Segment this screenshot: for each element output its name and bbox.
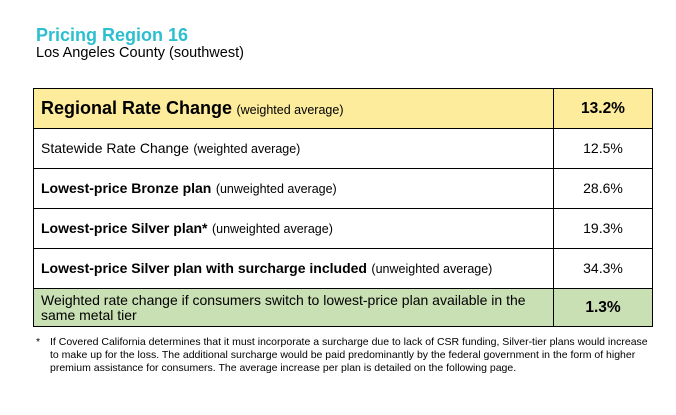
- table-row-statewide: Statewide Rate Change (weighted average)…: [33, 128, 653, 169]
- row-value: 1.3%: [585, 298, 621, 316]
- row-value-cell: 1.3%: [553, 288, 653, 327]
- table-row-silver-surcharge: Lowest-price Silver plan with surcharge …: [33, 248, 653, 289]
- row-value: 34.3%: [583, 259, 623, 276]
- row-value: 13.2%: [581, 99, 625, 117]
- row-note: (weighted average): [236, 103, 344, 117]
- row-label-cell: Weighted rate change if consumers switch…: [33, 288, 554, 327]
- row-label-cell: Lowest-price Silver plan with surcharge …: [33, 248, 554, 289]
- row-label: Lowest-price Silver plan*: [41, 219, 208, 236]
- table-row-regional: Regional Rate Change (weighted average) …: [33, 88, 653, 129]
- row-value: 12.5%: [583, 139, 623, 156]
- row-label: Lowest-price Bronze plan: [41, 179, 212, 196]
- row-value-cell: 13.2%: [553, 88, 653, 129]
- rate-table: Regional Rate Change (weighted average) …: [33, 88, 653, 327]
- row-label-cell: Regional Rate Change (weighted average): [33, 88, 554, 129]
- footnote-marker: *: [36, 336, 41, 348]
- row-value-cell: 19.3%: [553, 208, 653, 249]
- row-label-cell: Lowest-price Bronze plan (unweighted ave…: [33, 168, 554, 209]
- footnote: * If Covered California determines that …: [36, 336, 656, 375]
- table-row-switch: Weighted rate change if consumers switch…: [33, 288, 653, 327]
- row-label: Weighted rate change if consumers switch…: [41, 291, 526, 323]
- row-note: (weighted average): [193, 141, 301, 156]
- page-subtitle: Los Angeles County (southwest): [36, 45, 244, 61]
- row-label-cell: Lowest-price Silver plan* (unweighted av…: [33, 208, 554, 249]
- row-label: Lowest-price Silver plan with surcharge …: [41, 259, 367, 276]
- row-value: 19.3%: [583, 219, 623, 236]
- row-note: (unweighted average): [211, 221, 333, 236]
- row-label: Regional Rate Change: [41, 98, 233, 118]
- table-row-silver: Lowest-price Silver plan* (unweighted av…: [33, 208, 653, 249]
- row-value-cell: 34.3%: [553, 248, 653, 289]
- table-row-bronze: Lowest-price Bronze plan (unweighted ave…: [33, 168, 653, 209]
- row-value: 28.6%: [583, 179, 623, 196]
- row-label: Statewide Rate Change: [41, 139, 189, 156]
- row-value-cell: 12.5%: [553, 128, 653, 169]
- page-title: Pricing Region 16: [36, 25, 189, 45]
- row-value-cell: 28.6%: [553, 168, 653, 209]
- footnote-text: If Covered California determines that it…: [50, 336, 648, 374]
- row-note: (unweighted average): [215, 181, 337, 196]
- row-label-cell: Statewide Rate Change (weighted average): [33, 128, 554, 169]
- row-note: (unweighted average): [371, 261, 493, 276]
